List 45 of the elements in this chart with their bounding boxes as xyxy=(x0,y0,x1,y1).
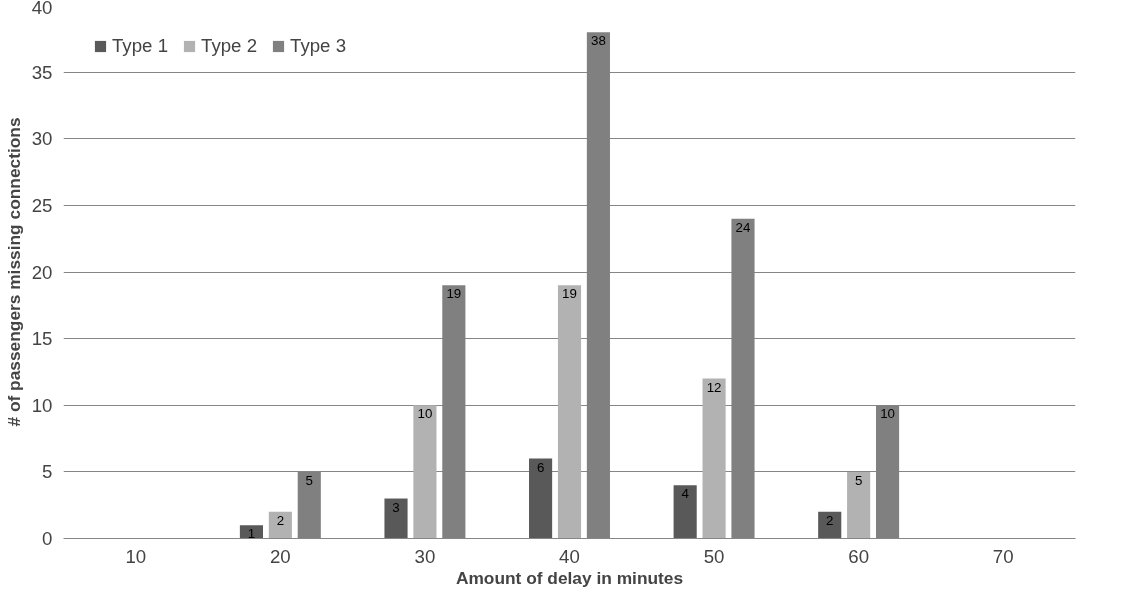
legend-label: Type 3 xyxy=(290,35,347,57)
bar xyxy=(702,378,726,539)
data-label: 6 xyxy=(536,459,545,475)
x-tick-label: 10 xyxy=(125,545,147,567)
bar xyxy=(529,458,553,539)
y-tick-label: 0 xyxy=(42,528,53,549)
bar xyxy=(268,511,292,539)
data-label: 2 xyxy=(826,512,834,528)
bar xyxy=(557,285,582,539)
data-label: 1 xyxy=(247,526,256,542)
data-label: 10 xyxy=(880,406,895,422)
bar xyxy=(847,471,871,539)
y-tick-label: 35 xyxy=(31,61,53,83)
y-tick-label: 15 xyxy=(31,328,53,350)
bar xyxy=(818,511,842,539)
x-axis-title: Amount of delay in minutes xyxy=(455,567,684,588)
data-label: 12 xyxy=(706,379,722,395)
data-label: 10 xyxy=(417,406,433,422)
legend-label: Type 2 xyxy=(201,35,258,57)
x-tick-label: 60 xyxy=(848,545,870,567)
x-tick-label: 30 xyxy=(414,545,436,567)
x-tick-label: 50 xyxy=(703,545,725,567)
data-label: 2 xyxy=(276,512,285,528)
data-label: 24 xyxy=(735,219,751,235)
y-tick-label: 10 xyxy=(31,394,53,416)
data-label: 3 xyxy=(392,499,400,515)
data-label: 4 xyxy=(681,486,690,502)
x-tick-label: 40 xyxy=(559,545,580,567)
y-tick-label: 5 xyxy=(42,461,53,483)
y-axis-title: # of passengers missing connections xyxy=(3,117,24,427)
data-label: 5 xyxy=(854,472,863,488)
x-tick-label: 70 xyxy=(992,545,1014,567)
data-label: 38 xyxy=(591,33,606,49)
data-label: 5 xyxy=(305,472,313,488)
y-tick-label: 40 xyxy=(31,0,53,18)
y-tick-label: 30 xyxy=(31,128,53,150)
legend-label: Type 1 xyxy=(112,35,169,57)
x-tick-label: 20 xyxy=(269,545,291,567)
y-tick-label: 25 xyxy=(31,194,53,216)
data-label: 19 xyxy=(562,286,577,302)
bar xyxy=(384,498,408,539)
data-label: 19 xyxy=(446,286,462,302)
bar xyxy=(413,405,437,539)
y-tick-label: 20 xyxy=(31,261,53,283)
bar xyxy=(673,485,697,539)
